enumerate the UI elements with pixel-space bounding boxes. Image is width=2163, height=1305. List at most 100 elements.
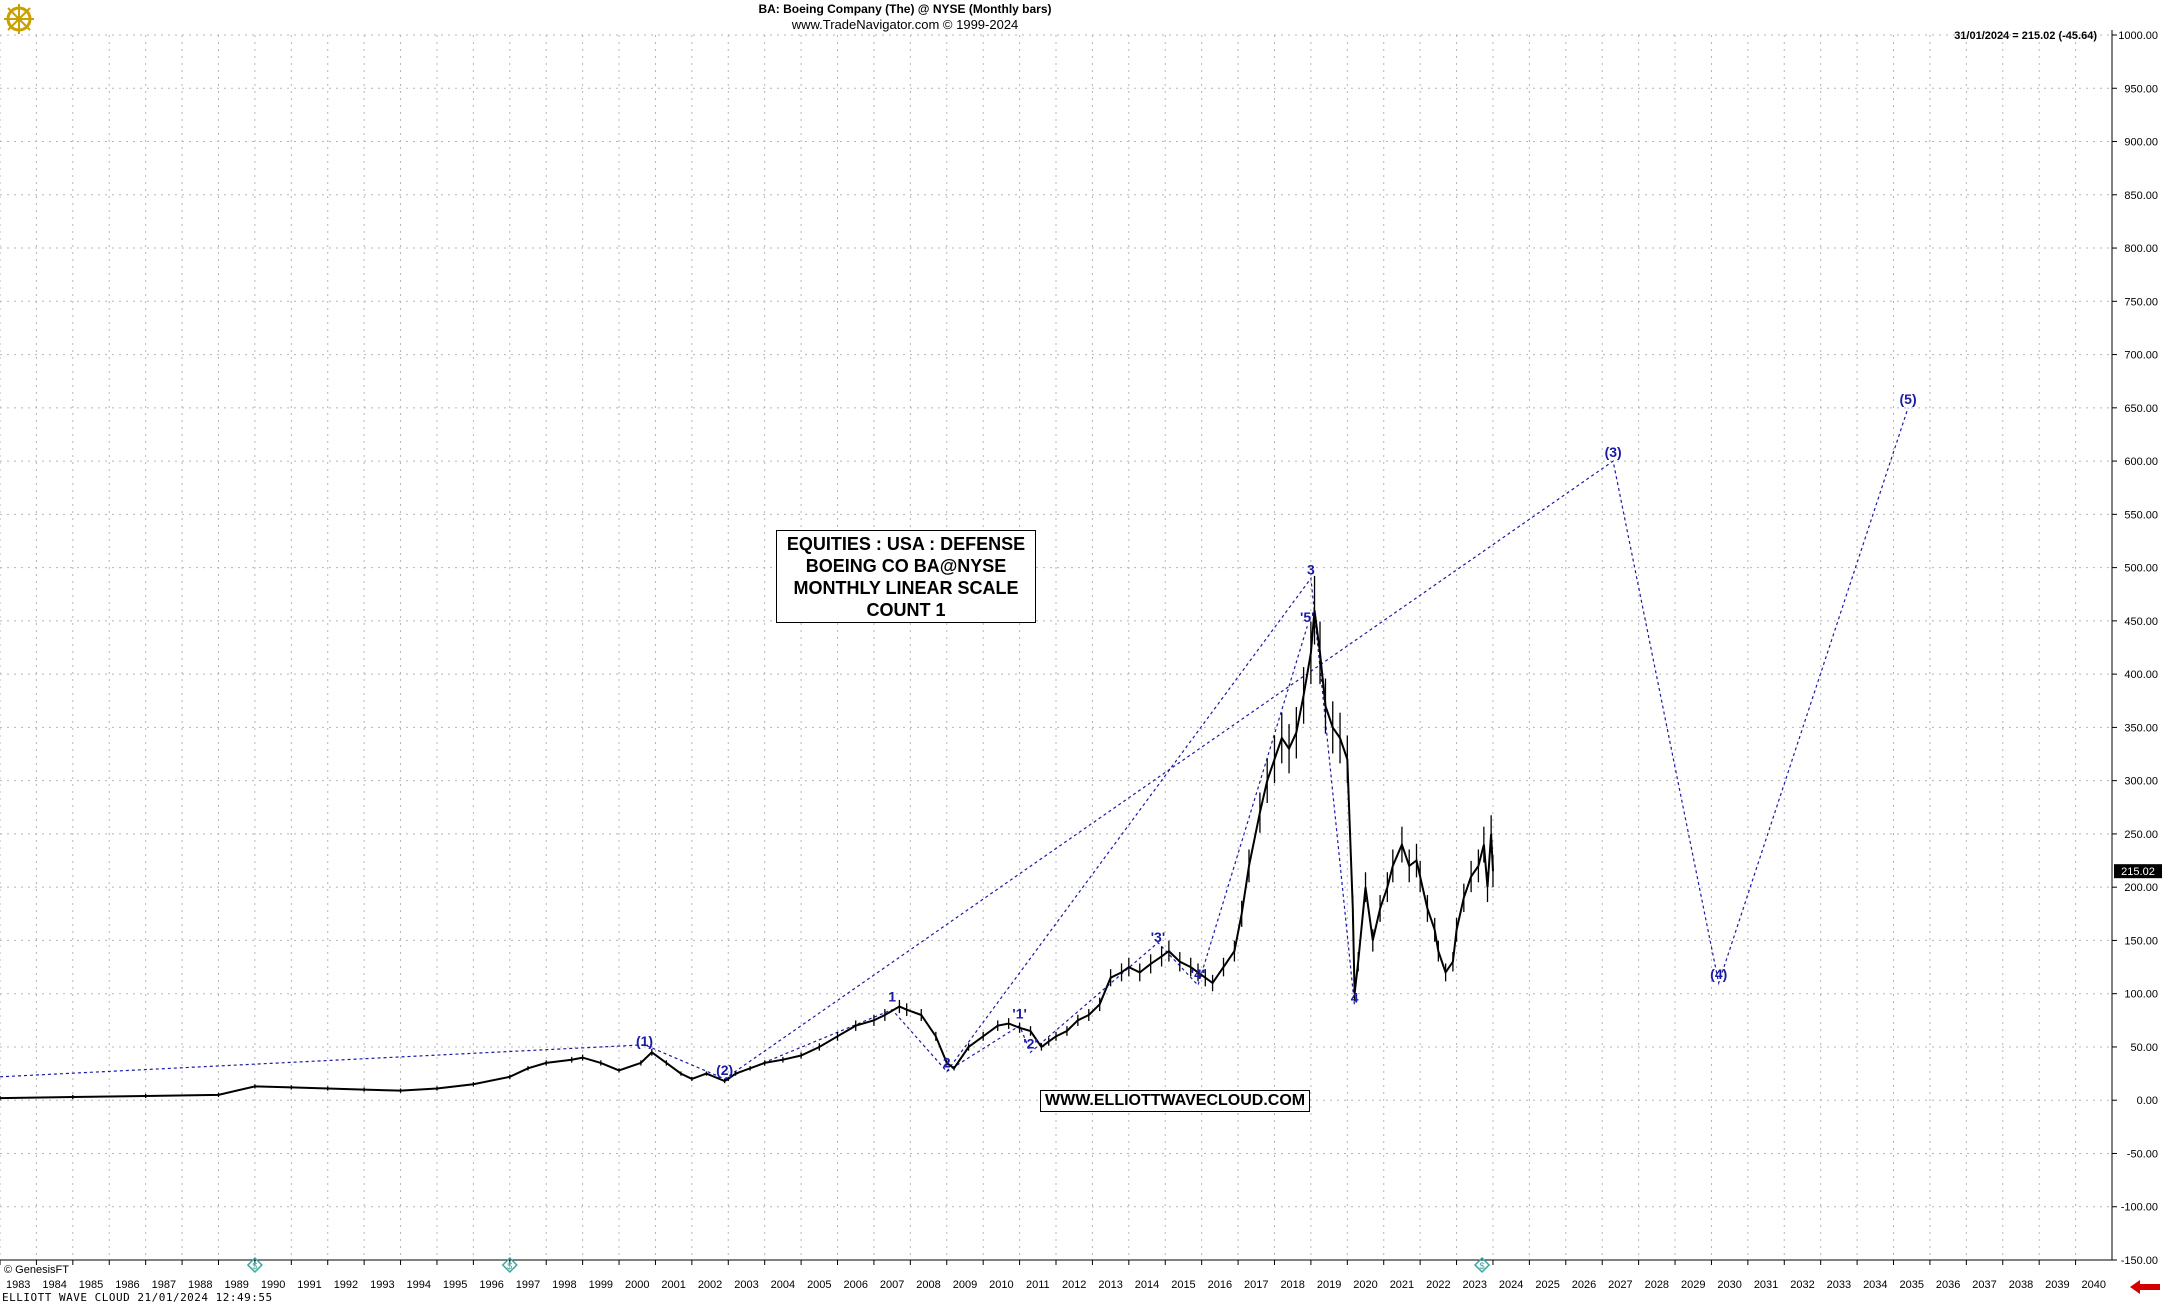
- x-tick-label: 1986: [115, 1279, 139, 1291]
- last-price-tag: 215.02: [2114, 864, 2162, 879]
- x-tick-label: 2039: [2045, 1279, 2069, 1291]
- dollar-marker-glyph: $: [252, 1261, 257, 1271]
- x-tick-label: 2025: [1535, 1279, 1559, 1291]
- dollar-marker-glyph: $: [507, 1261, 512, 1271]
- x-tick-label: 1983: [6, 1279, 30, 1291]
- chart-grid: [0, 34, 2112, 1261]
- chart-title: BA: Boeing Company (The) @ NYSE (Monthly…: [758, 2, 1052, 16]
- wave-label: '5': [1300, 609, 1314, 625]
- wave-label: 4: [1351, 989, 1359, 1005]
- y-tick-label: 800.00: [2124, 243, 2158, 255]
- y-tick-label: 450.00: [2124, 616, 2158, 628]
- x-tick-label: 2019: [1317, 1279, 1341, 1291]
- x-tick-label: 2026: [1572, 1279, 1596, 1291]
- x-tick-label: 2028: [1645, 1279, 1669, 1291]
- x-tick-label: 2038: [2009, 1279, 2033, 1291]
- minor-waves: [946, 626, 1308, 1073]
- wave-label: '1': [1012, 1005, 1026, 1021]
- y-tick-label: 550.00: [2124, 509, 2158, 521]
- y-tick-label: 350.00: [2124, 722, 2158, 734]
- wave-label: (1): [636, 1033, 653, 1049]
- website-box: WWW.ELLIOTTWAVECLOUD.COM: [1040, 1090, 1311, 1112]
- chart-source: www.TradeNavigator.com © 1999-2024: [791, 17, 1019, 32]
- x-tick-label: 1991: [297, 1279, 321, 1291]
- x-tick-label: 2027: [1608, 1279, 1632, 1291]
- dollar-marker-icon: [1473, 1256, 1491, 1274]
- x-tick-label: 2034: [1863, 1279, 1887, 1291]
- y-tick-label: 600.00: [2124, 456, 2158, 468]
- wave-label: '4': [1191, 966, 1205, 982]
- x-tick-label: 2014: [1135, 1279, 1159, 1291]
- y-tick-label: 950.00: [2124, 83, 2158, 95]
- y-tick-label: 650.00: [2124, 403, 2158, 415]
- x-tick-label: 2011: [1026, 1279, 1050, 1291]
- wave-label: 3: [1307, 561, 1315, 577]
- y-tick-label: -100.00: [2121, 1202, 2158, 1214]
- arrow-left-icon[interactable]: [2128, 1278, 2162, 1296]
- x-tick-label: 1984: [42, 1279, 66, 1291]
- y-tick-label: -50.00: [2127, 1148, 2158, 1160]
- y-tick-label: 150.00: [2124, 935, 2158, 947]
- x-tick-label: 2008: [916, 1279, 940, 1291]
- x-tick-label: 2020: [1353, 1279, 1377, 1291]
- x-tick-label: 1996: [479, 1279, 503, 1291]
- last-price-box: [2114, 864, 2162, 879]
- x-tick-label: 2024: [1499, 1279, 1523, 1291]
- y-tick-label: 200.00: [2124, 882, 2158, 894]
- x-tick-label: 2002: [698, 1279, 722, 1291]
- x-tick-label: 2012: [1062, 1279, 1086, 1291]
- x-tick-label: 2035: [1899, 1279, 1923, 1291]
- y-tick-label: 100.00: [2124, 989, 2158, 1001]
- x-tick-label: 2040: [2082, 1279, 2106, 1291]
- x-tick-label: 1989: [224, 1279, 248, 1291]
- x-tick-label: 2010: [989, 1279, 1013, 1291]
- x-tick-label: 2023: [1463, 1279, 1487, 1291]
- price-series: [0, 575, 1494, 1101]
- x-tick-label: 2013: [1098, 1279, 1122, 1291]
- wave-label: 1: [888, 988, 896, 1004]
- x-tick-label: 1985: [79, 1279, 103, 1291]
- x-tick-label: 2004: [771, 1279, 795, 1291]
- wave-label: (4): [1710, 966, 1727, 982]
- x-tick-label: 2036: [1936, 1279, 1960, 1291]
- dollar-marker-icon: [246, 1256, 263, 1274]
- x-tick-label: 2016: [1208, 1279, 1232, 1291]
- x-tick-label: 1992: [334, 1279, 358, 1291]
- x-tick-label: 2021: [1390, 1279, 1414, 1291]
- x-tick-label: 2032: [1790, 1279, 1814, 1291]
- primary-trendline: [0, 407, 1909, 1080]
- price-line: [0, 610, 1494, 1100]
- x-tick-label: 1995: [443, 1279, 467, 1291]
- y-tick-label: 700.00: [2124, 350, 2158, 362]
- info-line: BOEING CO BA@NYSE: [805, 556, 1007, 576]
- info-line: MONTHLY LINEAR SCALE: [793, 578, 1019, 598]
- x-tick-label: 1993: [370, 1279, 394, 1291]
- wave-label: '3': [1151, 929, 1165, 945]
- y-tick-label: -150.00: [2121, 1255, 2158, 1267]
- y-tick-label: 1000.00: [2118, 30, 2158, 42]
- x-tick-label: 1997: [516, 1279, 540, 1291]
- chart-info-box: EQUITIES : USA : DEFENSE BOEING CO BA@NY…: [776, 530, 1036, 623]
- x-tick-label: 2006: [843, 1279, 867, 1291]
- wave-label: (5): [1900, 391, 1917, 407]
- x-tick-label: 2033: [1827, 1279, 1851, 1291]
- x-tick-label: 2003: [734, 1279, 758, 1291]
- x-tick-label: 1990: [261, 1279, 285, 1291]
- x-tick-label: 2029: [1681, 1279, 1705, 1291]
- y-tick-label: 300.00: [2124, 776, 2158, 788]
- ship-wheel-logo-icon[interactable]: [2, 2, 36, 36]
- x-tick-label: 2001: [661, 1279, 685, 1291]
- wave-label: 2: [943, 1054, 951, 1070]
- last-quote: 31/01/2024 = 215.02 (-45.64): [1954, 30, 2097, 42]
- wave-label: (3): [1605, 444, 1622, 460]
- x-tick-label: 2007: [880, 1279, 904, 1291]
- x-tick-label: 2018: [1280, 1279, 1304, 1291]
- x-tick-label: 1987: [152, 1279, 176, 1291]
- x-tick-label: 1998: [552, 1279, 576, 1291]
- dollar-markers: $ $ $: [246, 1256, 1491, 1274]
- x-tick-label: 2009: [953, 1279, 977, 1291]
- wave-label: (2): [716, 1062, 733, 1078]
- info-line: EQUITIES : USA : DEFENSE: [786, 534, 1026, 554]
- y-tick-label: 0.00: [2137, 1095, 2158, 1107]
